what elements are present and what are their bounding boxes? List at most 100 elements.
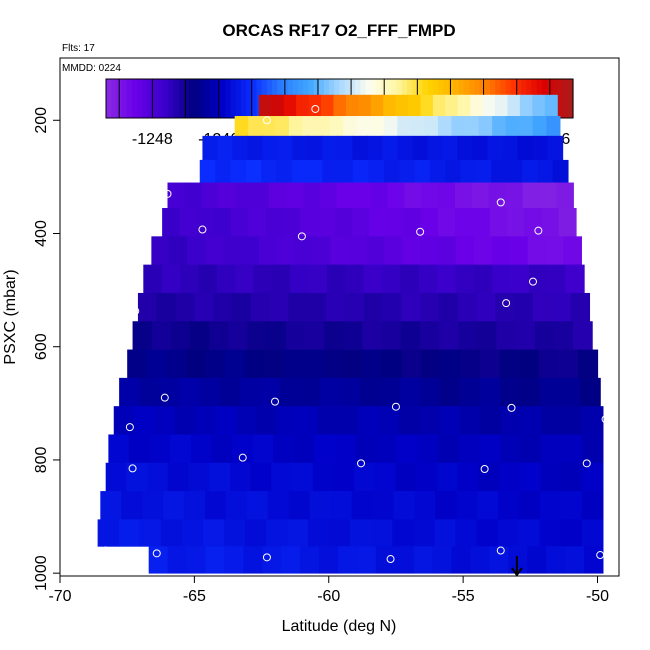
heatmap-cell [419,377,441,407]
heatmap-cell [527,236,547,266]
heatmap-cell [180,264,200,294]
heatmap-cell [420,94,434,117]
sample-point [311,104,320,113]
heatmap-cell [244,349,265,379]
sample-point [502,299,511,308]
heatmap-cell [252,434,274,464]
y-tick-label: 1000 [33,555,50,591]
heatmap-cell [119,377,140,407]
heatmap-cell [307,135,324,161]
heatmap-cell [533,292,553,322]
flight-marker-arrow [511,556,523,577]
heatmap-cell [540,462,563,492]
heatmap-cell [435,491,457,520]
heatmap-cell [118,519,141,547]
heatmap-cell [558,208,577,237]
colorbar-segment [173,79,180,118]
heatmap-cell [372,491,395,520]
heatmap-cell [445,94,459,117]
colorbar-segment [142,79,149,118]
heatmap-cell [509,236,529,266]
heatmap-cell [420,236,439,266]
heatmap-cell [370,94,384,117]
heatmap-cell [488,182,507,209]
heatmap-cell [348,236,367,266]
heatmap-cell [376,434,398,464]
heatmap-cell [570,292,591,322]
heatmap-cell [487,135,504,161]
heatmap-cell [154,406,176,435]
heatmap-cell [248,116,263,137]
colorbar-segment [111,79,117,118]
heatmap-cell [495,292,515,322]
heatmap-cell [553,321,574,350]
heatmap-cell [491,236,511,266]
sample-point [262,553,271,562]
colorbar-segment [251,79,258,118]
heatmap-cell [288,292,308,322]
sample-point [601,415,610,424]
x-tick-label: -60 [317,588,340,605]
heatmap-cell [271,94,285,117]
heatmap-cell [235,264,255,294]
heatmap-cell [198,264,218,294]
heatmap-cell [514,292,534,322]
sample-point [297,232,306,241]
heatmap-cell [271,264,291,294]
heatmap-cell [369,208,387,237]
heatmap-cell [147,462,169,492]
heatmap-cell [97,519,120,547]
heatmap-cell [383,94,397,117]
colorbar-segment [106,79,112,118]
heatmap-cell [421,349,442,379]
heatmap-cell [358,94,372,117]
heatmap-cell [291,159,308,183]
heatmap-cell [499,377,521,407]
heatmap-cell [232,292,252,322]
heatmap-cell [170,434,192,464]
heatmap-cell [499,434,522,464]
heatmap-cell [517,135,534,161]
heatmap-cell [244,519,267,547]
heatmap-cell [438,236,457,266]
heatmap-cell [528,264,548,294]
heatmap-cell [343,116,358,137]
heatmap-cell [256,406,278,435]
sample-points [101,104,610,564]
heatmap-cell [432,546,453,574]
heatmap-cell [337,546,358,574]
heatmap-cell [299,377,321,407]
heatmap-cell [397,135,414,161]
colorbar-segment [557,79,564,118]
heatmap-cell [170,321,191,350]
sample-point [101,546,110,555]
heatmap-cell [190,434,212,464]
heatmap-cell [304,321,325,350]
heatmap-cell [492,264,512,294]
x-axis: -70 -65 -60 -55 -50 [48,575,609,605]
colorbar-segment [152,79,159,118]
heatmap-cell [473,236,493,266]
heatmap-cell [412,135,429,161]
sample-point [198,225,207,234]
heatmap-cell [139,519,162,547]
heatmap-cell [322,135,339,161]
heatmap-cell [414,159,431,183]
heatmap-cell [515,321,536,350]
heatmap-cell [477,491,499,520]
heatmap-cell [358,406,380,435]
heatmap-cell [336,182,355,209]
colorbar-segment [199,79,206,118]
heatmap-cell [539,182,558,209]
heatmap-cell [100,491,122,520]
heatmap-cell [429,159,446,183]
heatmap-cell [319,546,339,574]
heatmap-cell [151,236,170,266]
heatmap-cell [352,135,369,161]
sample-point [152,549,161,558]
heatmap-cell [121,491,143,520]
y-axis-label: PSXC (mbar) [2,269,19,364]
heatmap-cell [366,236,385,266]
heatmap-cell [235,182,253,209]
heatmap-cell [307,292,327,322]
